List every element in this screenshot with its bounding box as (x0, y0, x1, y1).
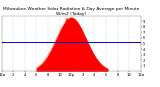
Title: Milwaukee Weather Solar Radiation & Day Average per Minute W/m2 (Today): Milwaukee Weather Solar Radiation & Day … (3, 7, 140, 16)
